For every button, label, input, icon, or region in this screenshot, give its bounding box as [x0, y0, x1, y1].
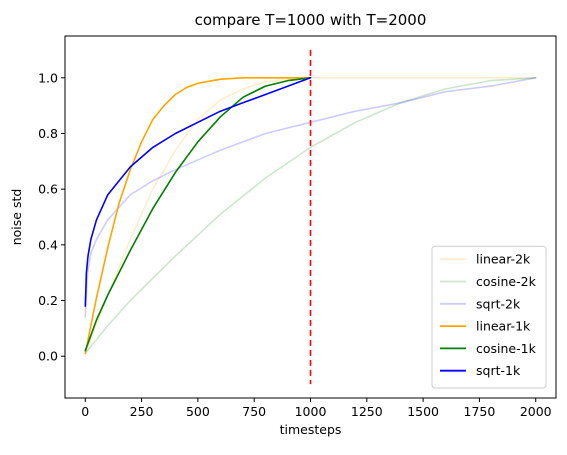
x-tick-label: 0	[81, 404, 89, 419]
series-line-cosine-1k	[84, 77, 312, 352]
y-tick-label: 0.0	[38, 349, 58, 364]
series-line-linear-2k	[84, 77, 537, 355]
y-axis-label: noise std	[9, 189, 24, 246]
chart-title: compare T=1000 with T=2000	[195, 11, 427, 29]
series-line-linear-1k	[84, 77, 312, 355]
x-tick-label: 2000	[520, 404, 552, 419]
legend-label: linear-2k	[476, 252, 531, 267]
x-tick-label: 250	[130, 404, 154, 419]
y-tick-label: 0.2	[38, 293, 58, 308]
plot-area	[84, 49, 537, 385]
x-tick-label: 1250	[351, 404, 383, 419]
axes: 0 250 500 750 1000 1250 1500 1750 2000 0.0 0.2 0.4 0…	[38, 35, 557, 419]
x-tick-label: 1500	[407, 404, 439, 419]
y-tick-label: 1.0	[38, 70, 58, 85]
x-tick-label: 1750	[464, 404, 496, 419]
y-tick-label: 0.4	[38, 237, 58, 252]
legend-label: linear-1k	[476, 319, 531, 334]
series-line-sqrt-2k	[84, 77, 537, 319]
legend-label: cosine-2k	[476, 274, 537, 289]
series-line-cosine-2k	[84, 77, 537, 355]
y-tick-label: 0.8	[38, 126, 58, 141]
legend: linear-2k cosine-2k sqrt-2k linear-1k cosine…	[431, 245, 547, 389]
legend-label: cosine-1k	[476, 341, 537, 356]
series-lines	[84, 49, 537, 385]
x-axis-label: timesteps	[280, 422, 342, 437]
y-tick-label: 0.6	[38, 182, 58, 197]
legend-label: sqrt-2k	[476, 296, 521, 311]
legend-box	[431, 245, 547, 389]
x-tick-label: 500	[186, 404, 210, 419]
x-tick-label: 1000	[295, 404, 327, 419]
series-line-sqrt-1k	[84, 77, 312, 307]
x-tick-label: 750	[242, 404, 266, 419]
legend-label: sqrt-1k	[476, 363, 521, 378]
